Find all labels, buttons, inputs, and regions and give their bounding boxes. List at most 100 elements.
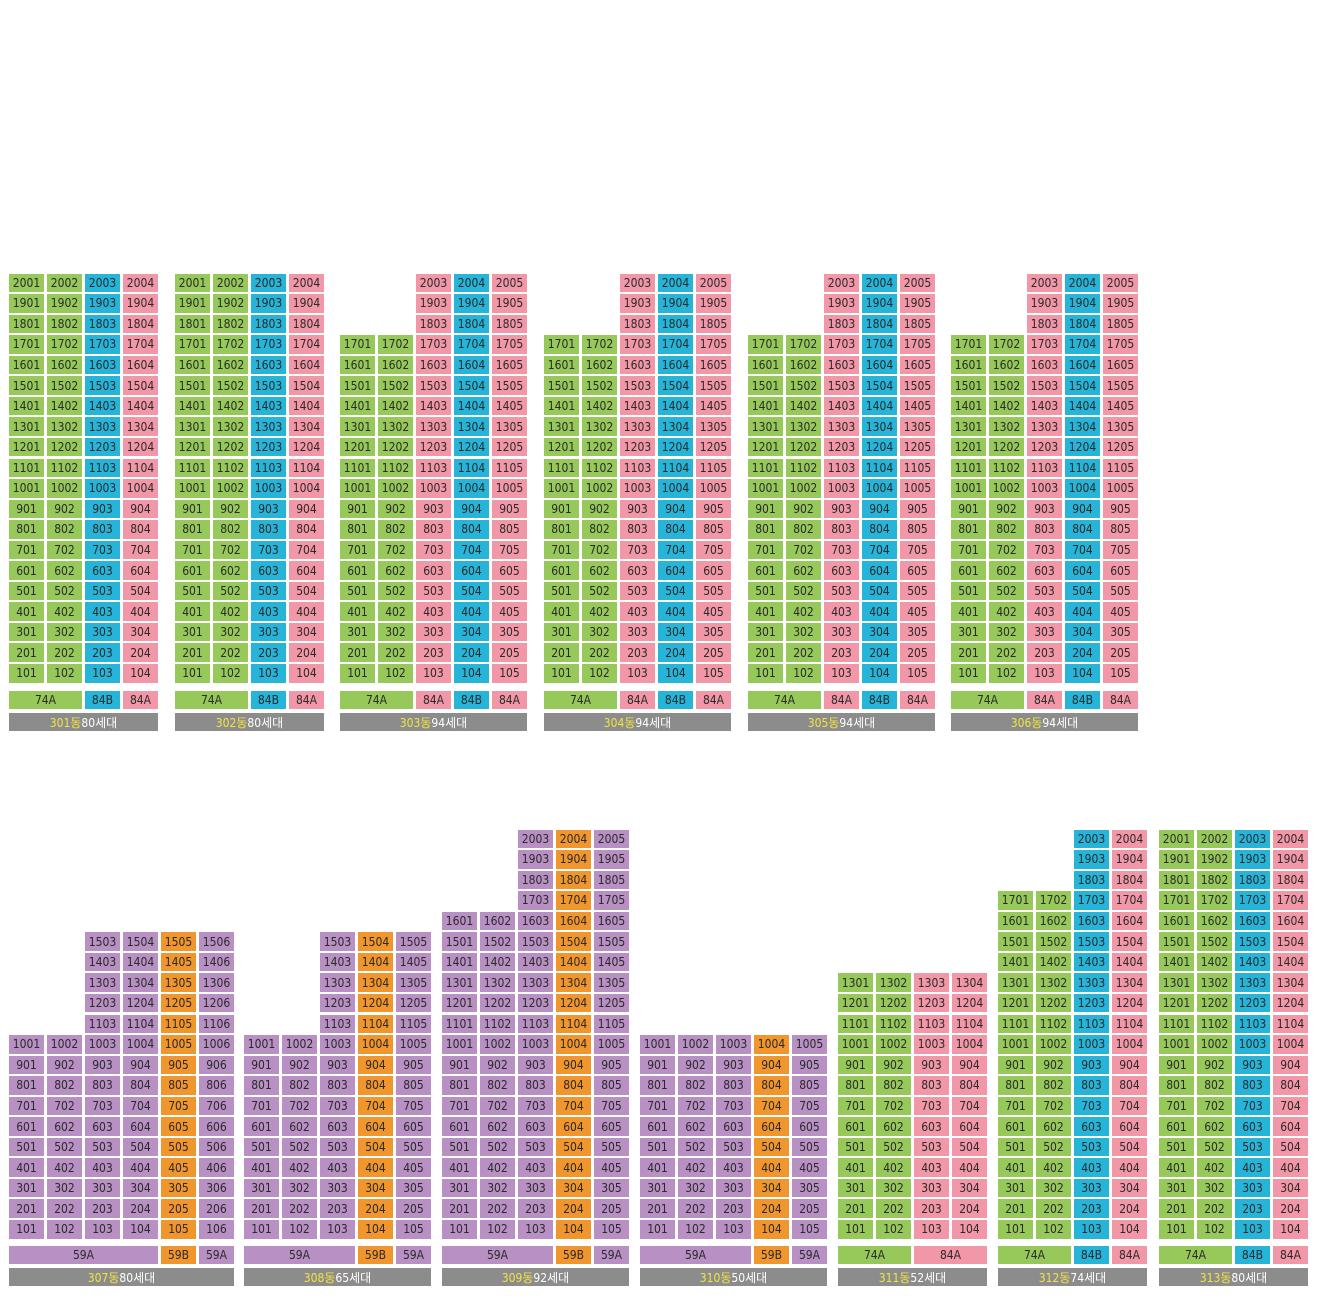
unit-cell: 605 bbox=[594, 1117, 629, 1136]
unit-cell: 1305 bbox=[396, 973, 431, 992]
unit-cell: 1003 bbox=[85, 479, 120, 498]
unit-cell: 1803 bbox=[1074, 870, 1109, 890]
unit-cell: 1101 bbox=[544, 458, 579, 477]
unit-cell: 1701 bbox=[951, 335, 986, 354]
unit-cell: 102 bbox=[480, 1220, 515, 1239]
unit-cell: 704 bbox=[289, 540, 324, 560]
unit-cell: 1904 bbox=[1065, 294, 1100, 313]
unit-cell: 1202 bbox=[47, 437, 82, 457]
unit-cell: 804 bbox=[123, 520, 158, 539]
unit-cell: 1703 bbox=[620, 335, 655, 354]
unit-count: 65세대 bbox=[335, 1270, 372, 1285]
unit-cell: 802 bbox=[678, 1076, 713, 1095]
unit-cell: 601 bbox=[442, 1117, 477, 1136]
unit-cell: 1105 bbox=[161, 1014, 196, 1033]
unit-cell: 1302 bbox=[786, 417, 821, 436]
unit-cell: 401 bbox=[244, 1158, 279, 1177]
unit-cell: 2004 bbox=[1065, 273, 1100, 293]
unit-cell: 603 bbox=[416, 561, 451, 580]
unit-count: 80세대 bbox=[247, 715, 284, 730]
unit-cell: 101 bbox=[244, 1220, 279, 1239]
unit-cell: 405 bbox=[492, 602, 527, 621]
unit-cell: 501 bbox=[9, 581, 44, 601]
unit-cell: 202 bbox=[786, 643, 821, 662]
unit-cell: 2004 bbox=[454, 273, 489, 293]
unit-cell: 101 bbox=[838, 1220, 873, 1239]
unit-cell: 1401 bbox=[340, 396, 375, 416]
unit-cell: 1503 bbox=[620, 376, 655, 395]
unit-cell: 401 bbox=[1159, 1158, 1194, 1177]
unit-cell: 1403 bbox=[1235, 952, 1270, 972]
unit-cell: 704 bbox=[1112, 1096, 1147, 1116]
unit-cell: 901 bbox=[1159, 1055, 1194, 1075]
unit-cell: 1003 bbox=[518, 1035, 553, 1054]
unit-cell: 1902 bbox=[47, 294, 82, 313]
unit-cell: 1404 bbox=[358, 952, 393, 972]
unit-cell: 1704 bbox=[1065, 335, 1100, 354]
building-label: 307동 80세대 bbox=[9, 1268, 234, 1286]
unit-cell: 1403 bbox=[320, 952, 355, 972]
unit-cell: 1602 bbox=[47, 355, 82, 375]
unit-cell: 1404 bbox=[1065, 396, 1100, 416]
unit-cell: 201 bbox=[1159, 1199, 1194, 1218]
unit-cell: 1704 bbox=[1112, 891, 1147, 910]
unit-cell: 1102 bbox=[989, 458, 1024, 477]
unit-cell: 505 bbox=[792, 1137, 827, 1157]
unit-cell: 201 bbox=[9, 1199, 44, 1218]
unit-cell: 202 bbox=[378, 643, 413, 662]
unit-cell: 1305 bbox=[492, 417, 527, 436]
unit-cell: 601 bbox=[748, 561, 783, 580]
unit-cell: 904 bbox=[952, 1055, 987, 1075]
unit-cell: 501 bbox=[340, 581, 375, 601]
unit-cell: 1901 bbox=[1159, 850, 1194, 869]
unit-cell: 1903 bbox=[1027, 294, 1062, 313]
unit-cell: 1903 bbox=[620, 294, 655, 313]
unit-cell: 701 bbox=[340, 540, 375, 560]
unit-cell: 504 bbox=[1065, 581, 1100, 601]
unit-cell: 903 bbox=[716, 1055, 751, 1075]
unit-cell: 1704 bbox=[1273, 891, 1308, 910]
unit-cell: 1203 bbox=[85, 437, 120, 457]
unit-cell: 1104 bbox=[952, 1014, 987, 1033]
unit-cell: 1204 bbox=[952, 993, 987, 1013]
unit-cell: 2004 bbox=[289, 273, 324, 293]
unit-cell: 404 bbox=[123, 1158, 158, 1177]
unit-cell: 1002 bbox=[1197, 1035, 1232, 1054]
unit-cell: 1705 bbox=[696, 335, 731, 354]
unit-cell: 703 bbox=[620, 540, 655, 560]
unit-cell: 1002 bbox=[47, 479, 82, 498]
unit-cell: 1801 bbox=[9, 314, 44, 334]
unit-cell: 1201 bbox=[838, 993, 873, 1013]
unit-cell: 301 bbox=[951, 622, 986, 642]
unit-cell: 1004 bbox=[952, 1035, 987, 1054]
unit-cell: 105 bbox=[900, 664, 935, 683]
unit-cell: 801 bbox=[442, 1076, 477, 1095]
unit-cell: 1005 bbox=[492, 479, 527, 498]
unit-cell: 1904 bbox=[289, 294, 324, 313]
unit-cell: 302 bbox=[582, 622, 617, 642]
unit-cell: 504 bbox=[454, 581, 489, 601]
unit-cell: 603 bbox=[824, 561, 859, 580]
unit-cell: 1304 bbox=[952, 973, 987, 992]
unit-cell: 502 bbox=[786, 581, 821, 601]
unit-cell: 901 bbox=[9, 499, 44, 519]
unit-cell: 303 bbox=[518, 1178, 553, 1198]
unit-cell: 303 bbox=[716, 1178, 751, 1198]
unit-cell: 102 bbox=[1197, 1220, 1232, 1239]
unit-cell: 1703 bbox=[251, 335, 286, 354]
unit-cell: 2005 bbox=[594, 829, 629, 849]
unit-cell: 1003 bbox=[914, 1035, 949, 1054]
unit-cell: 203 bbox=[1235, 1199, 1270, 1218]
unit-cell: 802 bbox=[786, 520, 821, 539]
unit-cell: 101 bbox=[340, 664, 375, 683]
unit-cell: 1502 bbox=[989, 376, 1024, 395]
unit-cell: 1503 bbox=[85, 932, 120, 951]
unit-cell: 1802 bbox=[1197, 870, 1232, 890]
unit-cell: 703 bbox=[518, 1096, 553, 1116]
unit-type-label: 74A bbox=[175, 691, 248, 709]
unit-cell: 1501 bbox=[9, 376, 44, 395]
unit-cell: 1804 bbox=[658, 314, 693, 334]
building-label: 302동 80세대 bbox=[175, 713, 324, 731]
unit-cell: 1301 bbox=[838, 973, 873, 992]
unit-cell: 101 bbox=[9, 1220, 44, 1239]
